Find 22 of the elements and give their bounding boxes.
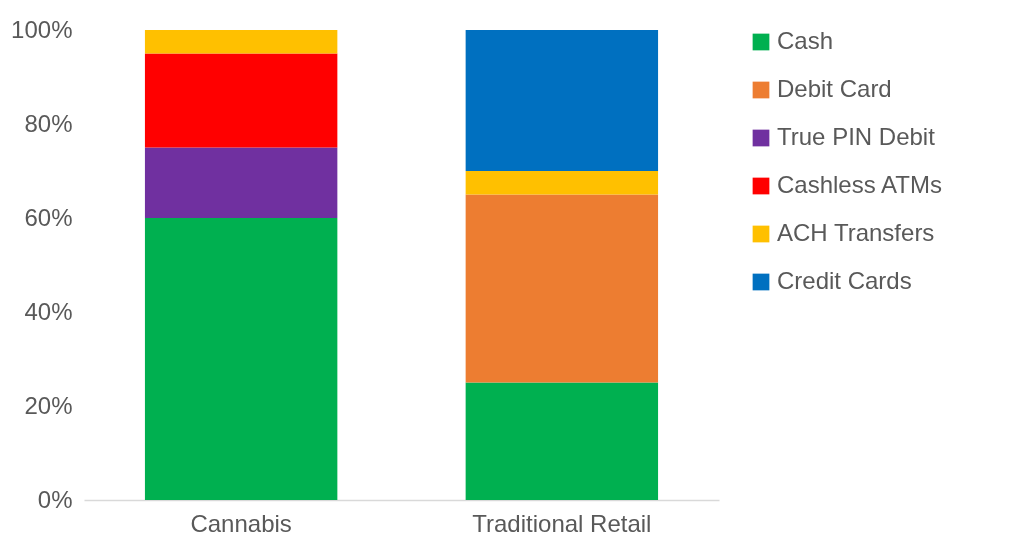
y-tick-label: 80% [24, 109, 73, 137]
legend-label: ACH Transfers [777, 219, 935, 246]
legend-label: Cash [777, 27, 834, 54]
bar [144, 53, 338, 148]
y-tick-label: 100% [11, 15, 73, 43]
y-tick-label: 60% [24, 203, 73, 231]
bar [465, 171, 659, 195]
bar [465, 194, 659, 383]
legend-label: Cashless ATMs [777, 171, 942, 198]
x-tick-label: Cannabis [190, 509, 292, 537]
bar [465, 382, 659, 500]
bar [144, 218, 338, 500]
legend-label: Credit Cards [777, 267, 912, 294]
bar [144, 147, 338, 218]
y-tick-label: 40% [24, 297, 73, 325]
y-tick-label: 0% [37, 485, 73, 513]
bar [144, 30, 338, 54]
y-tick-label: 20% [24, 391, 73, 419]
bar [465, 30, 659, 171]
legend-label: True PIN Debit [777, 123, 936, 150]
legend-label: Debit Card [777, 75, 892, 102]
x-tick-label: Traditional Retail [472, 509, 652, 537]
